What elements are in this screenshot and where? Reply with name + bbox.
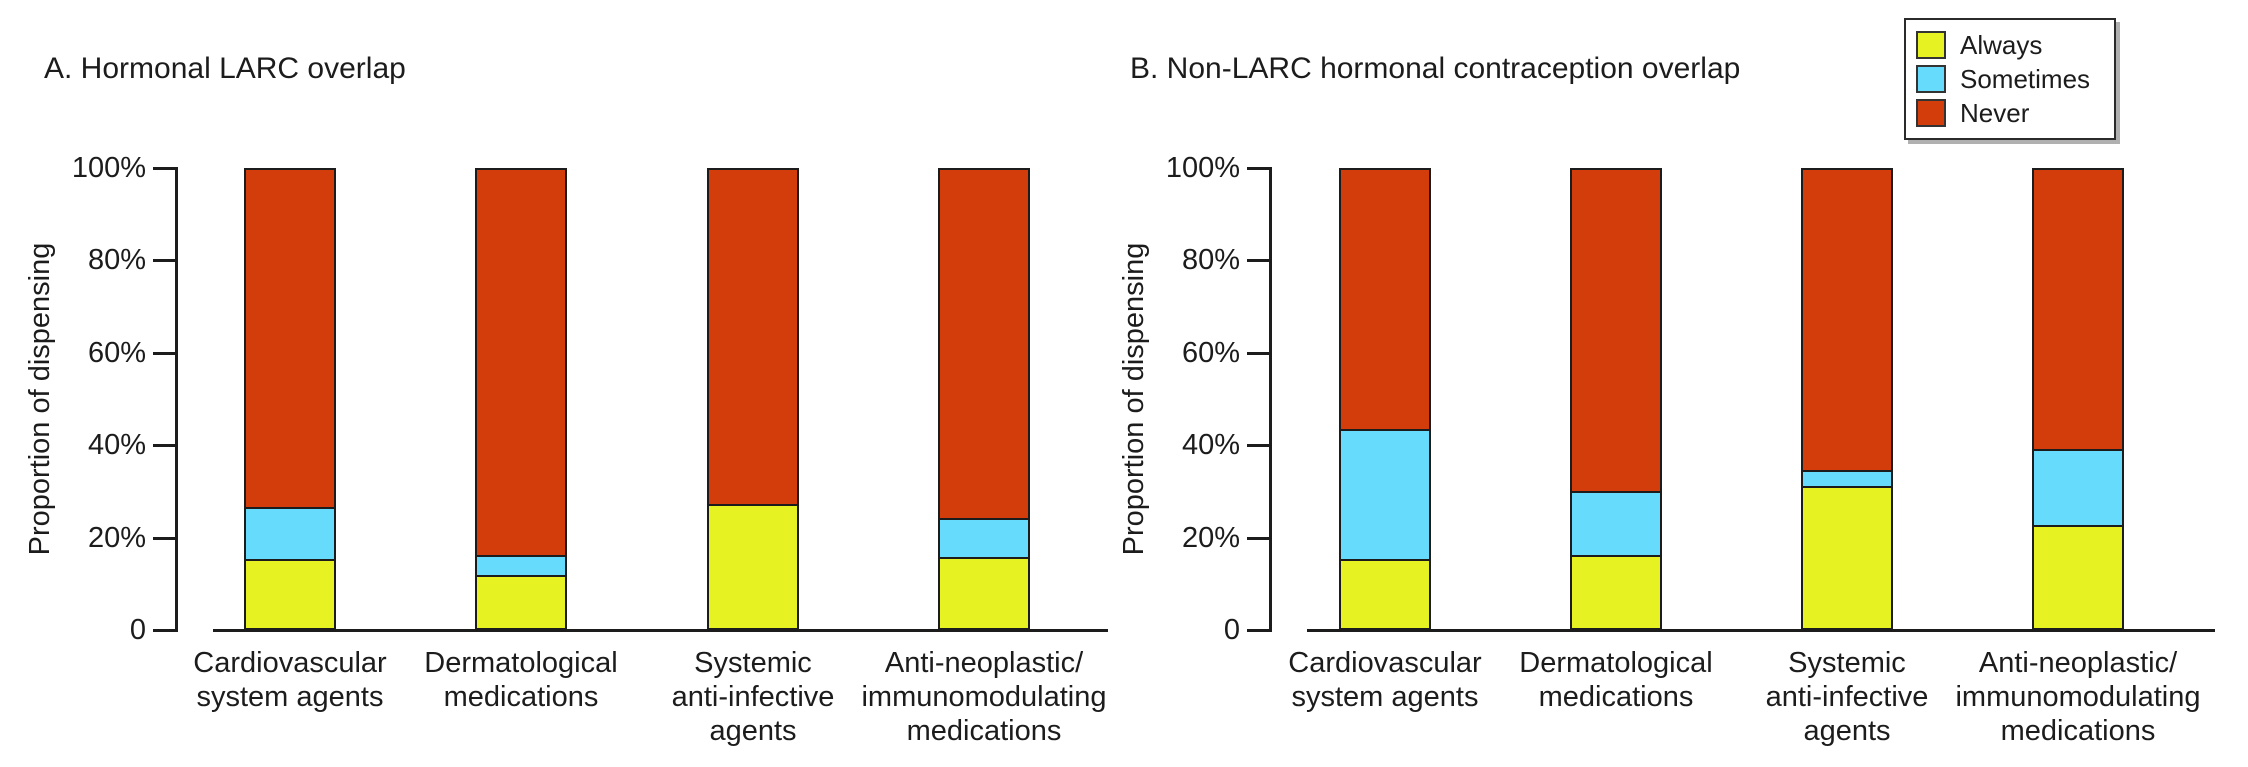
chart-b-y-tick-label: 0 [1223,614,1240,646]
segment-never [1572,170,1660,491]
chart-a-y-tick-label: 20% [87,521,146,554]
segment-sometimes [2034,449,2122,525]
chart-b-y-axis-label: Proportion of dispensing [1118,242,1150,556]
chart-b-bar-2 [1570,168,1662,630]
chart-b-y-tick [1247,629,1269,632]
legend: Always Sometimes Never [1904,18,2116,140]
segment-never [2034,170,2122,450]
chart-a-y-tick [153,351,175,355]
chart-a-bar-3 [707,168,799,630]
chart-a-y-tick-label: 0 [129,614,146,646]
legend-item-label: Always [1960,29,2043,60]
chart-b-y-tick [1247,536,1269,540]
chart-a-y-tick [153,629,175,632]
segment-always [246,559,334,628]
chart-b-category-label: Cardiovascular system agents [1288,647,1482,713]
segment-sometimes [246,506,334,560]
segment-always [2034,524,2122,628]
chart-b-y-tick [1247,259,1269,263]
legend-item-sometimes: Sometimes [1916,62,2104,96]
segment-always [709,504,797,628]
sometimes-color-swatch-icon [1916,65,1946,93]
segment-sometimes [1572,490,1660,555]
segment-never [1341,170,1429,429]
segment-always [477,575,565,628]
always-color-swatch-icon [1916,31,1946,59]
chart-a-category-label: Systemic anti-infective agents [671,647,835,747]
segment-sometimes [1341,428,1429,560]
chart-a-bar-2 [475,168,567,630]
chart-b-category-label: Anti-neoplastic/ immunomodulating medica… [1955,647,2201,747]
chart-a-y-tick [153,167,175,170]
chart-a-y-tick [153,444,175,448]
chart-a-bar-4 [938,168,1030,630]
chart-a-y-axis-label: Proportion of dispensing [24,242,56,556]
segment-always [940,557,1028,628]
chart-b-bar-1 [1339,168,1431,630]
chart-a-category-label: Cardiovascular system agents [193,647,387,713]
segment-always [1572,554,1660,628]
chart-b-title: B. Non-LARC hormonal contraception overl… [1130,52,1741,85]
chart-b-category-label: Dermatological medications [1519,647,1713,713]
segment-sometimes [940,518,1028,557]
chart-a-y-tick-label: 100% [71,152,146,184]
chart-a-category-label: Anti-neoplastic/ immunomodulating medica… [861,647,1107,747]
chart-b-y-tick-label: 40% [1181,429,1240,462]
chart-b-y-tick-label: 60% [1181,336,1240,369]
chart-a-y-tick-label: 40% [87,429,146,462]
segment-sometimes [477,554,565,576]
chart-b-y-axis [1269,167,1272,632]
chart-b-category-label: Systemic anti-infective agents [1765,647,1929,747]
legend-item-label: Never [1960,97,2030,128]
chart-a-category-label: Dermatological medications [424,647,618,713]
chart-a-y-tick [153,259,175,263]
chart-a-y-tick [153,536,175,540]
chart-a-bar-1 [244,168,336,630]
chart-b-y-tick-label: 80% [1181,244,1240,277]
segment-always [1341,559,1429,628]
never-color-swatch-icon [1916,99,1946,127]
segment-sometimes [1803,469,1891,486]
segment-never [709,170,797,505]
chart-b-y-tick [1247,351,1269,355]
chart-a-title: A. Hormonal LARC overlap [44,52,406,85]
segment-never [940,170,1028,519]
chart-b-y-tick [1247,167,1269,170]
chart-b-y-tick-label: 100% [1165,152,1240,184]
legend-item-label: Sometimes [1960,63,2091,94]
chart-b-y-tick [1247,444,1269,448]
chart-a-y-tick-label: 80% [87,244,146,277]
chart-b-x-axis [1307,629,2215,632]
segment-always [1803,486,1891,628]
chart-b-y-tick-label: 20% [1181,521,1240,554]
legend-item-never: Never [1916,96,2104,130]
chart-a-y-axis [175,167,178,632]
segment-never [246,170,334,507]
chart-a-x-axis [213,629,1108,632]
legend-item-always: Always [1916,28,2104,62]
chart-b-bar-3 [1801,168,1893,630]
segment-never [477,170,565,555]
segment-never [1803,170,1891,470]
chart-b-bar-4 [2032,168,2124,630]
chart-a-y-tick-label: 60% [87,336,146,369]
